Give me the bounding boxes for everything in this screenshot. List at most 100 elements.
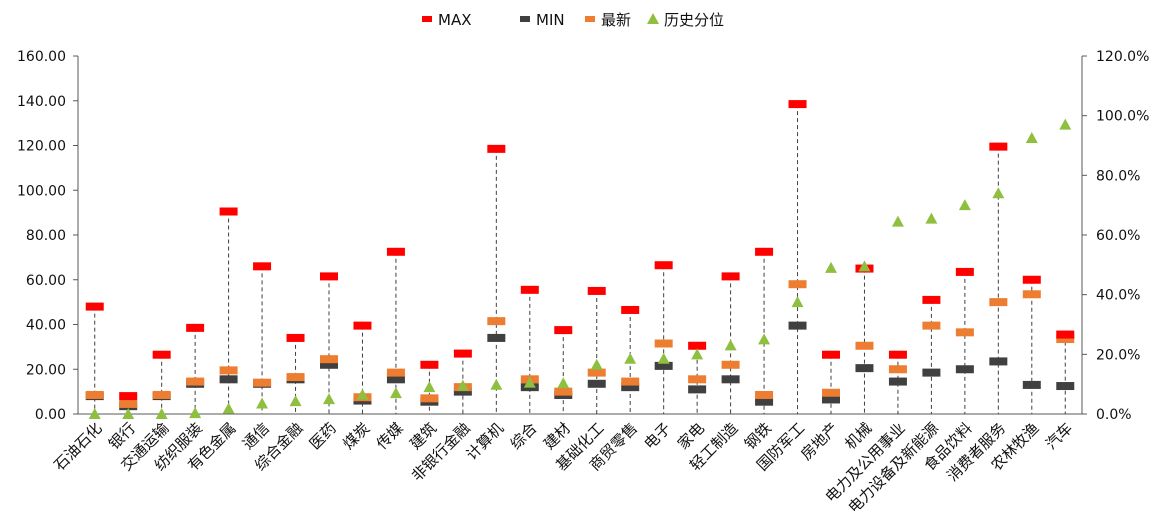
y2-tick-label: 100.0% [1096, 109, 1149, 125]
min-marker [219, 375, 238, 384]
min-marker [487, 333, 506, 342]
max-marker [219, 207, 238, 216]
legend-marker [422, 16, 432, 22]
max-marker [1056, 330, 1075, 339]
percentile-marker [122, 408, 135, 419]
legend-label: MIN [536, 11, 565, 29]
min-marker [721, 375, 740, 384]
percentile-marker [256, 397, 269, 409]
latest-marker [822, 388, 840, 397]
max-marker [688, 341, 707, 350]
percentile-marker [88, 408, 101, 419]
min-marker [453, 387, 472, 396]
max-marker [755, 247, 774, 256]
y-tick-label: 120.00 [17, 139, 66, 155]
latest-marker [286, 373, 305, 382]
max-marker [152, 350, 171, 359]
min-marker [1056, 382, 1075, 391]
legend: MAX MIN 最新 历史分位 [422, 11, 724, 29]
y-tick-label: 0.00 [35, 407, 66, 423]
percentile-marker [289, 395, 302, 407]
min-marker [888, 377, 907, 386]
percentile-marker [691, 348, 704, 360]
latest-marker [85, 390, 104, 399]
latest-marker [755, 390, 774, 399]
percentile-marker [523, 376, 536, 388]
percentile-marker [490, 378, 503, 390]
max-marker [1022, 275, 1041, 284]
max-marker [788, 100, 807, 109]
percentile-marker [557, 377, 570, 389]
percentile-marker [791, 296, 804, 308]
min-marker [788, 321, 807, 330]
percentile-marker [356, 388, 369, 400]
latest-marker [1022, 290, 1041, 299]
max-marker [286, 333, 305, 342]
legend-label: MAX [438, 11, 471, 29]
latest-marker [688, 375, 707, 384]
percentile-marker [624, 352, 637, 364]
category-label: 煤炭 [339, 419, 373, 453]
max-marker [453, 349, 472, 358]
latest-marker [888, 365, 907, 374]
latest-marker [955, 328, 974, 337]
latest-marker [554, 387, 573, 396]
percentile-marker [1025, 132, 1038, 144]
max-marker [420, 360, 439, 369]
max-marker [520, 285, 539, 294]
percentile-marker [1059, 118, 1072, 130]
min-marker [755, 397, 774, 406]
latest-marker [654, 339, 673, 348]
min-marker [621, 383, 640, 392]
latest-marker [989, 298, 1008, 307]
max-marker [721, 272, 740, 281]
percentile-marker [189, 407, 202, 419]
y-tick-label: 140.00 [17, 94, 66, 110]
category-label: 综合 [507, 419, 541, 453]
min-marker [822, 395, 840, 404]
max-marker [621, 305, 640, 314]
percentile-marker [992, 187, 1005, 199]
y-tick-label: 80.00 [26, 228, 66, 244]
max-marker [888, 350, 907, 359]
percentile-marker [724, 339, 737, 351]
max-marker [822, 350, 840, 359]
latest-marker [487, 317, 506, 326]
min-marker [855, 364, 874, 373]
latest-marker [721, 360, 740, 369]
min-marker [688, 385, 707, 394]
percentile-marker [958, 199, 971, 211]
max-marker [320, 272, 338, 281]
y-tick-label: 160.00 [17, 49, 66, 65]
category-label: 传媒 [373, 419, 407, 453]
percentile-marker [657, 352, 670, 364]
max-marker [989, 142, 1008, 151]
percentile-marker [891, 215, 904, 227]
min-marker [587, 379, 606, 388]
y-tick-label: 100.00 [17, 183, 66, 199]
min-marker [654, 361, 673, 370]
max-marker [353, 321, 372, 330]
max-marker [654, 261, 673, 270]
latest-marker [922, 321, 941, 330]
latest-marker [119, 399, 138, 408]
max-marker [119, 392, 138, 401]
latest-marker [253, 378, 272, 387]
max-marker [186, 323, 205, 332]
y2-tick-label: 120.0% [1096, 49, 1149, 65]
max-marker [253, 262, 272, 271]
percentile-marker [456, 379, 469, 391]
min-marker [1022, 380, 1041, 389]
min-marker [922, 368, 941, 377]
latest-marker [186, 377, 205, 386]
percentile-marker [155, 408, 168, 419]
y2-tick-label: 60.0% [1096, 228, 1140, 244]
max-marker [955, 267, 974, 276]
drop-lines [94, 104, 1066, 414]
latest-marker [587, 368, 606, 377]
latest-marker [219, 366, 238, 375]
category-label: 石油石化 [50, 419, 105, 474]
max-marker [587, 286, 606, 295]
min-marker [320, 360, 338, 369]
